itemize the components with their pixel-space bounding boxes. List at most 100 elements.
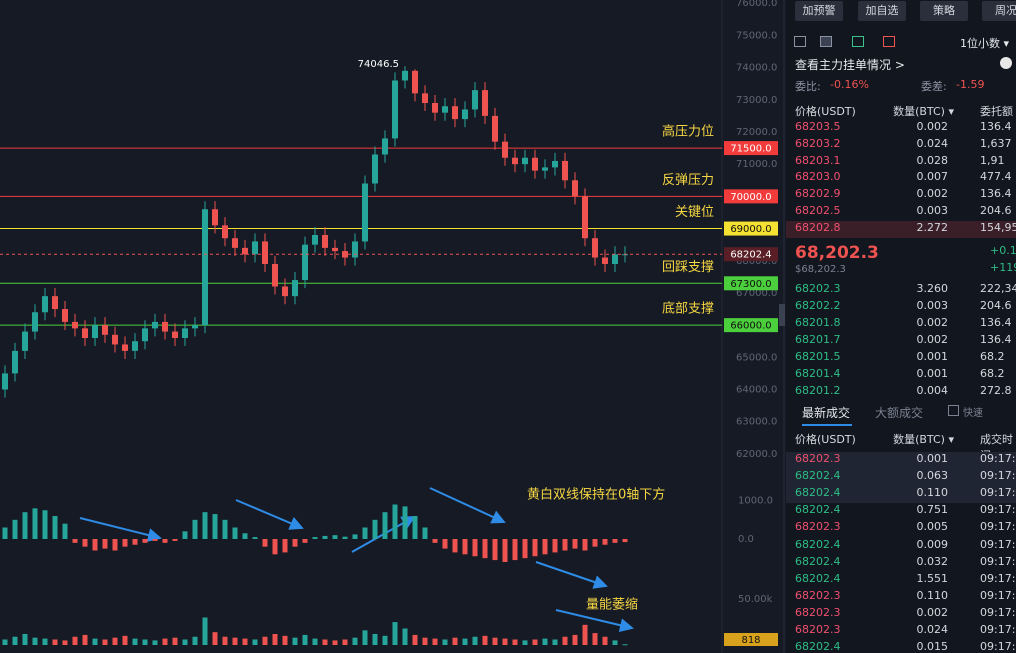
cell: 0.002 xyxy=(916,333,949,346)
macd-bar xyxy=(202,512,208,539)
row[interactable]: 68202.3 0.024 09:17:5 xyxy=(786,623,1016,640)
row[interactable]: 68202.3 0.002 09:17:5 xyxy=(786,606,1016,623)
view-icon[interactable] xyxy=(883,36,895,47)
macd-bar xyxy=(182,531,188,539)
cell: 68201.5 xyxy=(795,350,841,363)
row[interactable]: 68202.4 0.110 09:17:5 xyxy=(786,486,1016,504)
toggle[interactable] xyxy=(1000,57,1012,69)
diff-value: -1.59 xyxy=(956,78,985,91)
row[interactable]: 68201.5 0.001 68.2 xyxy=(786,350,1016,367)
volume-bar xyxy=(52,639,58,645)
cell: 68202.3 xyxy=(795,588,841,602)
button[interactable]: 周况 xyxy=(982,1,1016,21)
row[interactable]: 68202.5 0.003 204.6 xyxy=(786,204,1016,221)
level-name: 反弹压力 xyxy=(662,173,714,188)
y-tick-label: 63000.0 xyxy=(736,417,777,428)
cell: 0.028 xyxy=(916,153,949,167)
cell: 154,956 xyxy=(980,220,1016,234)
volume-bar xyxy=(432,638,438,645)
candle-body xyxy=(372,154,378,184)
macd-bar xyxy=(462,539,468,555)
row[interactable]: 68202.3 0.005 09:17:5 xyxy=(786,520,1016,537)
cell: 3.260 xyxy=(916,282,949,295)
cell: 204.6 xyxy=(980,299,1012,312)
arrow xyxy=(79,517,162,542)
candle-body xyxy=(532,157,538,171)
macd-bar xyxy=(132,539,138,545)
cell: 68202.4 xyxy=(795,469,841,483)
row[interactable]: 68202.4 0.015 09:17:5 xyxy=(786,640,1016,653)
row[interactable]: 68203.1 0.028 1,91 xyxy=(786,154,1016,171)
row[interactable]: 68202.3 0.110 09:17:5 xyxy=(786,589,1016,606)
level-label: 69000.0 xyxy=(730,224,771,235)
volume-bar xyxy=(452,637,458,645)
candle-body xyxy=(72,321,78,329)
cell: 68202.3 xyxy=(795,520,841,534)
cell: 0.001 xyxy=(916,350,949,363)
row[interactable]: 68203.2 0.024 1,637 xyxy=(786,137,1016,154)
tab[interactable]: 大额成交 xyxy=(875,406,924,420)
macd-bar xyxy=(102,539,108,549)
cell: 0.032 xyxy=(916,554,949,568)
checkbox[interactable] xyxy=(948,405,959,416)
candle-body xyxy=(362,183,368,242)
row[interactable]: 68202.8 2.272 154,956 xyxy=(786,220,1016,238)
row[interactable]: 68203.0 0.007 477.4 xyxy=(786,170,1016,187)
cell: 68202.3 xyxy=(795,282,841,295)
level-box xyxy=(724,276,778,291)
row[interactable]: 68202.4 0.032 09:17:5 xyxy=(786,555,1016,572)
volume-bar xyxy=(422,637,428,645)
volume-bar xyxy=(42,638,48,645)
candle-body xyxy=(202,209,208,326)
button[interactable]: 加自选 xyxy=(858,1,906,21)
row[interactable]: 68202.3 3.260 222,34 xyxy=(786,282,1016,299)
cell: 68202.3 xyxy=(795,452,841,465)
cell: 0.024 xyxy=(916,623,949,636)
macd-bar xyxy=(542,539,548,555)
button[interactable]: 策略 xyxy=(920,1,968,21)
button[interactable]: 加预警 xyxy=(795,1,843,21)
volume-bar xyxy=(142,639,148,645)
cell: 68201.8 xyxy=(795,316,841,329)
row[interactable]: 68201.2 0.004 272.8 xyxy=(786,384,1016,401)
macd-bar xyxy=(12,519,18,539)
row[interactable]: 68202.4 0.063 09:17:5 xyxy=(786,469,1016,487)
macd-bar xyxy=(352,534,358,539)
row[interactable]: 68202.4 1.551 09:17:5 xyxy=(786,572,1016,589)
macd-tick-label: 1000.0 xyxy=(738,496,773,507)
candle-body xyxy=(592,238,598,258)
macd-bar xyxy=(272,539,278,555)
row[interactable]: 68202.3 0.001 09:17:5 xyxy=(786,452,1016,469)
cell: 0.004 xyxy=(916,384,949,397)
row[interactable]: 68201.7 0.002 136.4 xyxy=(786,333,1016,350)
cell: 68202.4 xyxy=(795,640,841,653)
cell: 0.003 xyxy=(916,204,949,217)
row[interactable]: 68201.4 0.001 68.2 xyxy=(786,367,1016,384)
tab[interactable]: 最新成交 xyxy=(802,406,851,420)
row[interactable]: 68201.8 0.002 136.4 xyxy=(786,316,1016,333)
macd-bar xyxy=(372,519,378,539)
view-icon[interactable] xyxy=(852,36,864,47)
row[interactable]: 68202.4 0.009 09:17:5 xyxy=(786,538,1016,555)
row[interactable]: 68202.2 0.003 204.6 xyxy=(786,299,1016,316)
view-icon[interactable] xyxy=(794,36,806,47)
divider-handle[interactable] xyxy=(779,304,785,326)
orderbook-title[interactable]: 查看主力挂单情况 > xyxy=(795,58,905,72)
candle-body xyxy=(492,115,498,142)
precision-select[interactable]: 1位小数 ▾ xyxy=(960,37,1010,50)
row[interactable]: 68202.4 0.751 09:17:5 xyxy=(786,503,1016,520)
volume-bar xyxy=(322,639,328,645)
fast-label: 快速 xyxy=(963,408,983,419)
row[interactable]: 68202.9 0.002 136.4 xyxy=(786,187,1016,204)
y-tick-label: 67000.0 xyxy=(736,288,777,299)
view-icon[interactable] xyxy=(820,36,832,47)
candle-body xyxy=(42,296,48,313)
column-header[interactable]: 数量(BTC) ▾ xyxy=(893,105,954,118)
row[interactable]: 68203.5 0.002 136.4 xyxy=(786,120,1016,137)
volume-bar xyxy=(502,638,508,645)
column-header[interactable]: 数量(BTC) ▾ xyxy=(893,433,954,446)
cell: 0.063 xyxy=(916,469,949,483)
cell: 09:17:5 xyxy=(980,452,1016,465)
candle-body xyxy=(192,325,198,329)
